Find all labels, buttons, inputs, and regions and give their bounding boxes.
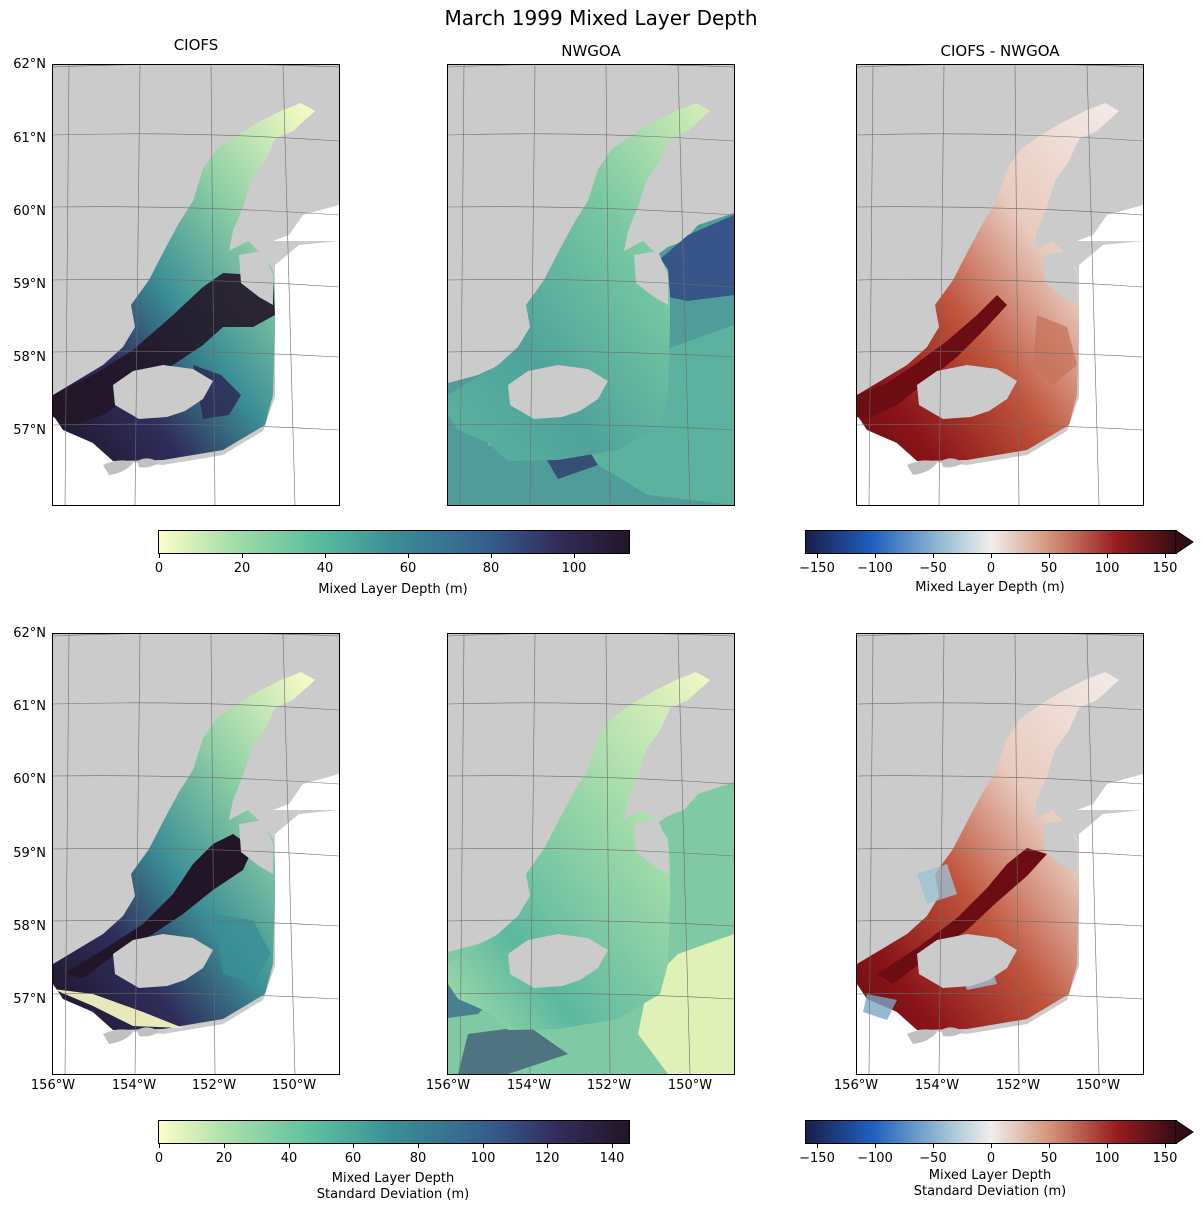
colorbar-mld-std-tick: 80 [409, 1151, 427, 1166]
lon-label-154w: 154°W [914, 1078, 960, 1093]
lon-label-152w: 152°W [995, 1078, 1041, 1093]
lat-label-61n-top: 61°N [13, 131, 46, 146]
column-title-nwgoa: NWGOA [561, 42, 621, 60]
colorbar-std-diff-tick: −100 [857, 1151, 893, 1166]
colorbar-mld-std [158, 1120, 630, 1144]
colorbar-std-diff-tick: −150 [799, 1151, 835, 1166]
lon-label-154w: 154°W [111, 1078, 157, 1093]
colorbar-mld-std-tick: 0 [154, 1151, 164, 1166]
lat-label-57n-top: 57°N [13, 423, 46, 438]
map-ciofs-mld-std [52, 633, 340, 1075]
lon-label-152w: 152°W [586, 1078, 632, 1093]
colorbar-std-diff-tick: 50 [1040, 1151, 1058, 1166]
lat-label-59n-top: 59°N [13, 277, 46, 292]
colorbar-mld-tick: 60 [399, 561, 417, 576]
lon-label-150w: 150°W [271, 1078, 317, 1093]
colorbar-std-diff-tick: 0 [986, 1151, 996, 1166]
colorbar-diff-tick: −100 [857, 561, 893, 576]
column-title-ciofs: CIOFS [173, 36, 219, 54]
colorbar-mld-std-tick: 40 [280, 1151, 298, 1166]
colorbar-std-diff-tick: 100 [1094, 1151, 1120, 1166]
colorbar-mld-std-label-line1: Mixed Layer Depth [331, 1171, 455, 1186]
colorbar-mld [158, 530, 630, 554]
lon-label-150w: 150°W [1075, 1078, 1121, 1093]
colorbar-diff-tick: 100 [1094, 561, 1120, 576]
colorbar-std-diff-tick: 150 [1152, 1151, 1178, 1166]
colorbar-mld-label: Mixed Layer Depth (m) [318, 582, 468, 597]
lat-label-58n-bottom: 58°N [13, 919, 46, 934]
colorbar-mld-std-tick: 60 [344, 1151, 362, 1166]
colorbar-mld-tick: 0 [154, 561, 164, 576]
column-title-difference: CIOFS - NWGOA [940, 42, 1060, 60]
colorbar-diff-tick: 150 [1152, 561, 1178, 576]
colorbar-mld-tick: 40 [316, 561, 334, 576]
colorbar-diff-label: Mixed Layer Depth (m) [915, 580, 1065, 595]
colorbar-mld-tick: 100 [561, 561, 587, 576]
colorbar-mld-std-difference [805, 1120, 1177, 1144]
colorbar-mld-std-label-line2: Standard Deviation (m) [316, 1187, 470, 1202]
colorbar-mld-std-label: Mixed Layer Depth Standard Deviation (m) [158, 1171, 628, 1203]
lat-label-61n-bottom: 61°N [13, 699, 46, 714]
colorbar-mld-std-tick: 120 [534, 1151, 560, 1166]
lat-label-60n-top: 60°N [13, 204, 46, 219]
colorbar-mld-std-tick: 140 [599, 1151, 625, 1166]
colorbar-diff-tick: −50 [919, 561, 947, 576]
lat-label-62n-bottom: 62°N [13, 626, 46, 641]
colorbar-std-diff-label: Mixed Layer Depth Standard Deviation (m) [805, 1168, 1175, 1200]
colorbar-diff-tick: −150 [799, 561, 835, 576]
map-difference-mld-std [856, 633, 1144, 1075]
map-difference-mld [856, 64, 1144, 506]
lon-label-150w: 150°W [667, 1078, 713, 1093]
lat-label-62n-top: 62°N [13, 57, 46, 72]
lon-label-156w: 156°W [30, 1078, 76, 1093]
colorbar-std-diff-label-line1: Mixed Layer Depth [928, 1168, 1052, 1183]
figure-title: March 1999 Mixed Layer Depth [444, 6, 758, 30]
lon-label-154w: 154°W [506, 1078, 552, 1093]
colorbar-std-diff-tick: −50 [919, 1151, 947, 1166]
lat-label-60n-bottom: 60°N [13, 772, 46, 787]
colorbar-mld-std-tick: 100 [470, 1151, 496, 1166]
colorbar-mld-tick: 80 [482, 561, 500, 576]
map-nwgoa-mld [447, 64, 735, 506]
lat-label-57n-bottom: 57°N [13, 992, 46, 1007]
colorbar-diff-tick: 0 [986, 561, 996, 576]
colorbar-std-diff-label-line2: Standard Deviation (m) [913, 1184, 1067, 1199]
colorbar-extend-arrow [1175, 530, 1194, 554]
map-ciofs-mld [52, 64, 340, 506]
map-nwgoa-mld-std [447, 633, 735, 1075]
lat-label-59n-bottom: 59°N [13, 846, 46, 861]
colorbar-extend-arrow [1175, 1120, 1194, 1144]
colorbar-mld-tick: 20 [233, 561, 251, 576]
colorbar-mld-std-tick: 20 [215, 1151, 233, 1166]
lon-label-152w: 152°W [191, 1078, 237, 1093]
lat-label-58n-top: 58°N [13, 350, 46, 365]
lon-label-156w: 156°W [425, 1078, 471, 1093]
colorbar-diff-tick: 50 [1040, 561, 1058, 576]
lon-label-156w: 156°W [833, 1078, 879, 1093]
colorbar-mld-difference [805, 530, 1177, 554]
